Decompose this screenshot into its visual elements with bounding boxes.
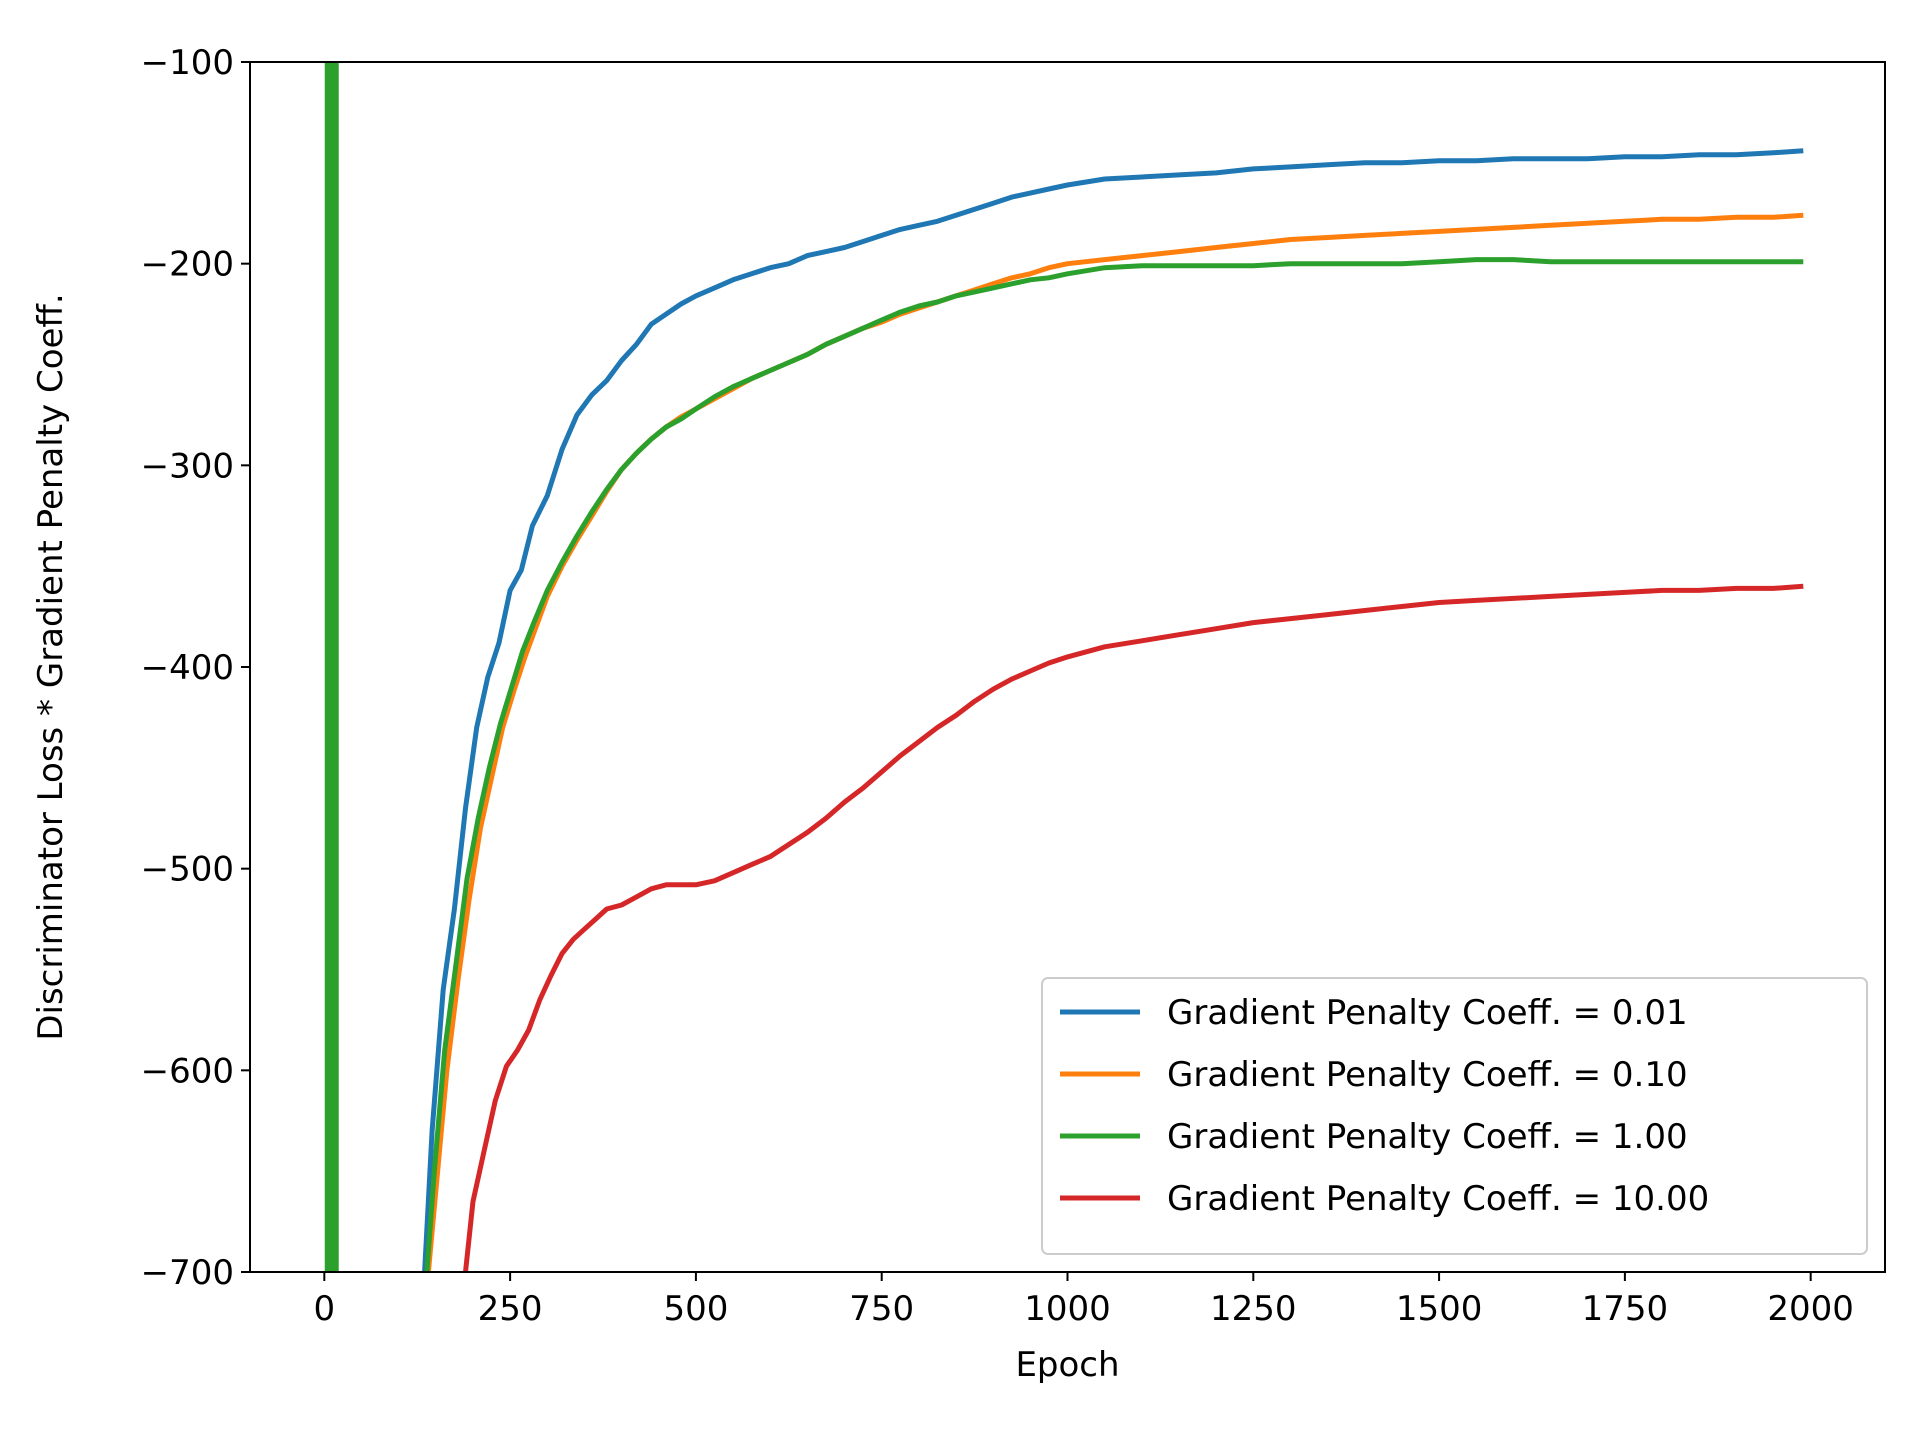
y-axis-label: Discriminator Loss * Gradient Penalty Co… [31,293,71,1040]
y-axis: −700 −600 −500 −400 −300 −200 −100 [141,43,250,1293]
x-axis-label: Epoch [1015,1345,1119,1385]
y-tick-label: −600 [141,1051,234,1091]
x-tick-label: 1250 [1210,1289,1297,1329]
legend-label: Gradient Penalty Coeff. = 10.00 [1167,1179,1709,1219]
y-tick-label: −500 [141,850,234,890]
x-tick-label: 1500 [1396,1289,1483,1329]
x-axis: 0 250 500 750 1000 1250 1500 1750 2000 [313,1272,1854,1329]
x-tick-label: 0 [313,1289,335,1329]
legend-label: Gradient Penalty Coeff. = 1.00 [1167,1117,1688,1157]
y-tick-label: −100 [141,43,234,83]
x-tick-label: 750 [849,1289,914,1329]
y-tick-label: −400 [141,648,234,688]
series-line-2 [424,257,1804,1272]
x-tick-label: 1000 [1024,1289,1111,1329]
legend: Gradient Penalty Coeff. = 0.01 Gradient P… [1041,977,1868,1255]
series-line-0 [422,148,1804,1272]
x-tick-label: 250 [478,1289,543,1329]
series-line-3 [463,583,1804,1272]
y-tick-label: −700 [141,1253,234,1293]
y-tick-label: −200 [141,245,234,285]
legend-box [1041,977,1868,1255]
legend-label: Gradient Penalty Coeff. = 0.01 [1167,993,1688,1033]
x-tick-label: 1750 [1582,1289,1669,1329]
legend-label: Gradient Penalty Coeff. = 0.10 [1167,1055,1688,1095]
plot-lines [324,62,1804,1272]
y-tick-label: −300 [141,446,234,486]
x-tick-label: 500 [663,1289,728,1329]
x-tick-label: 2000 [1767,1289,1854,1329]
